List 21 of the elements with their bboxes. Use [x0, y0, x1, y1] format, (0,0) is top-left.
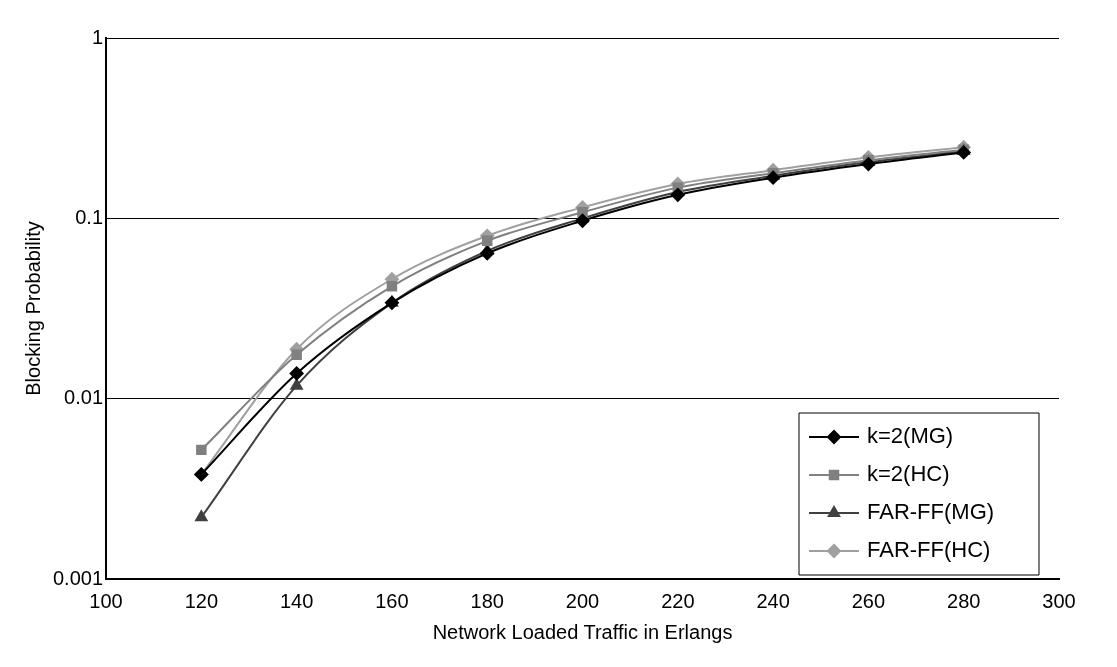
legend-label: FAR-FF(HC): [867, 537, 991, 563]
x-tick-label: 180: [470, 589, 504, 612]
y-tick-label: 0.1: [75, 205, 104, 228]
x-tick-label: 140: [279, 589, 314, 612]
y-tick-label: 0.001: [52, 566, 104, 589]
x-tick-label: 120: [184, 589, 219, 612]
x-tick-label: 300: [1042, 589, 1076, 612]
x-tick-label: 280: [947, 589, 981, 612]
y-axis-title: Blocking Probability: [21, 221, 44, 396]
legend-label: k=2(MG): [867, 423, 954, 449]
x-tick-label: 260: [851, 589, 886, 612]
x-tick-label: 220: [661, 589, 695, 612]
x-tick-label: 160: [375, 589, 409, 612]
x-axis-title: Network Loaded Traffic in Erlangs: [432, 620, 733, 643]
legend-label: FAR-FF(MG): [867, 499, 995, 525]
x-tick-label: 100: [89, 589, 123, 612]
legend-label: k=2(HC): [867, 461, 950, 487]
y-tick-label: 0.01: [64, 386, 104, 409]
x-tick-label: 240: [756, 589, 790, 612]
y-tick-label: 1: [91, 25, 104, 48]
x-tick-label: 200: [565, 589, 600, 612]
